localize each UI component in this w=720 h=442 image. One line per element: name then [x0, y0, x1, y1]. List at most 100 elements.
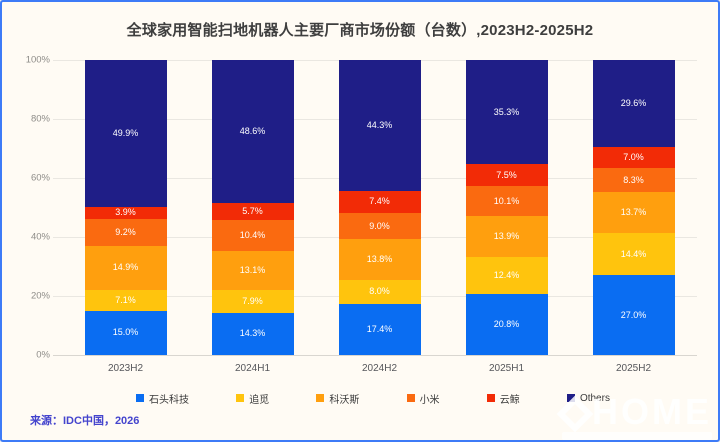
bar-segment-石头科技: 20.8% [465, 293, 548, 355]
bar-segment-石头科技: 17.4% [338, 303, 421, 355]
legend-label: 追觅 [249, 394, 270, 406]
y-tick-label: 20% [30, 290, 50, 302]
bar-segment-小米: 8.3% [592, 168, 675, 193]
stacked-bar: 20.8% 12.4% 13.9% 10.1% 7.5% 35.3% [465, 60, 548, 355]
x-tick-label: 2023H2 [107, 363, 144, 374]
bar-segment-label: 44.3% [366, 120, 393, 131]
bar-segment-label: 13.7% [620, 207, 647, 218]
bar-segment-label: 10.4% [239, 230, 266, 241]
y-tick-label: 40% [30, 231, 50, 243]
bar-segment-label: 7.5% [496, 169, 517, 180]
plot-area: 100% 80% 60% 40% 20% 0% 15.0% 7.1% 14.9% 9.2% 3.9… [26, 55, 697, 374]
legend-label: 科沃斯 [329, 394, 360, 406]
bars: 15.0% 7.1% 14.9% 9.2% 3.9% 49.9% 14.3% 7.9% 13.1… [62, 60, 697, 355]
bar-segment-label: 35.3% [493, 106, 520, 117]
bar-segment-label: 8.0% [369, 286, 390, 297]
bar-segment-云鲸: 7.5% [465, 164, 548, 187]
bar-segment-云鲸: 7.0% [592, 147, 675, 168]
bar-segment-云鲸: 3.9% [84, 207, 167, 219]
legend-item-追觅: 追觅 [236, 391, 269, 406]
bar-segment-label: 13.1% [239, 264, 266, 275]
legend-swatch-icon [486, 394, 495, 402]
bar-segment-label: 14.9% [112, 262, 139, 273]
bar-segment-label: 8.3% [623, 174, 644, 185]
bar-segment-追觅: 14.4% [592, 232, 675, 276]
y-tick-label: 0% [36, 349, 50, 361]
legend-label: Others [579, 392, 610, 404]
bar-column: 14.3% 7.9% 13.1% 10.4% 5.7% 48.6% [189, 60, 316, 355]
bar-segment-label: 15.0% [112, 327, 139, 338]
legend-item-科沃斯: 科沃斯 [316, 391, 359, 406]
watermark-text: HOME [592, 391, 712, 432]
bar-segment-石头科技: 15.0% [84, 310, 167, 355]
x-axis-labels: 2023H2 2024H1 2024H2 2025H1 2025H2 [62, 363, 697, 374]
legend-swatch-icon [136, 394, 144, 402]
bar-segment-云鲸: 5.7% [211, 203, 294, 221]
bar-segment-Others: 48.6% [211, 60, 294, 204]
bar-segment-label: 3.9% [115, 207, 136, 218]
bar-segment-label: 17.4% [366, 323, 393, 334]
stacked-bar: 17.4% 8.0% 13.8% 9.0% 7.4% 44.3% [338, 60, 421, 355]
bar-segment-label: 14.4% [620, 248, 647, 259]
legend-swatch-icon [406, 394, 415, 402]
stacked-bar: 15.0% 7.1% 14.9% 9.2% 3.9% 49.9% [84, 60, 167, 355]
y-tick-label: 60% [30, 172, 50, 184]
legend-item-Others: Others [566, 392, 610, 404]
legend-item-小米: 小米 [406, 391, 440, 406]
bar-segment-石头科技: 27.0% [592, 275, 675, 355]
bar-segment-科沃斯: 13.7% [592, 192, 675, 233]
bar-segment-label: 9.0% [369, 220, 390, 231]
bar-segment-label: 5.7% [242, 206, 263, 217]
bar-segment-追觅: 8.0% [338, 280, 421, 304]
bar-segment-Others: 35.3% [465, 60, 548, 165]
bar-segment-追觅: 12.4% [465, 257, 548, 294]
bar-column: 20.8% 12.4% 13.9% 10.1% 7.5% 35.3% [443, 60, 570, 355]
bar-segment-科沃斯: 13.9% [465, 216, 548, 258]
bar-segment-label: 20.8% [493, 318, 520, 329]
bar-segment-label: 7.4% [369, 196, 390, 207]
bar-segment-Others: 29.6% [592, 60, 675, 148]
legend-item-石头科技: 石头科技 [136, 391, 189, 406]
bar-segment-小米: 10.1% [465, 186, 548, 217]
x-tick-label: 2025H2 [615, 363, 652, 374]
legend-swatch-icon [566, 394, 575, 402]
legend: 石头科技 追觅 科沃斯 小米 云鲸 Others [136, 391, 610, 406]
bar-column: 27.0% 14.4% 13.7% 8.3% 7.0% 29.6% [570, 60, 697, 355]
bar-segment-label: 12.4% [493, 269, 520, 280]
bar-segment-追觅: 7.1% [84, 289, 167, 311]
legend-swatch-icon [316, 394, 325, 402]
bar-segment-云鲸: 7.4% [338, 191, 421, 213]
x-tick-label: 2024H2 [361, 363, 398, 374]
bar-segment-科沃斯: 13.8% [338, 239, 421, 281]
x-tick-label: 2025H1 [488, 363, 525, 374]
legend-label: 石头科技 [149, 394, 189, 406]
bar-segment-追觅: 7.9% [211, 289, 294, 313]
bar-segment-label: 29.6% [620, 98, 647, 109]
y-tick-label: 100% [25, 54, 50, 66]
bar-segment-小米: 9.2% [84, 218, 167, 246]
source-note: 来源：IDC中国，2026 [30, 415, 140, 427]
bar-segment-石头科技: 14.3% [211, 312, 294, 355]
bar-segment-Others: 44.3% [338, 60, 421, 191]
bar-segment-Others: 49.9% [84, 60, 167, 208]
bar-segment-label: 7.9% [242, 295, 263, 306]
bar-segment-小米: 10.4% [211, 220, 294, 251]
stacked-bar: 14.3% 7.9% 13.1% 10.4% 5.7% 48.6% [211, 60, 294, 355]
bar-segment-科沃斯: 13.1% [211, 250, 294, 290]
bar-segment-科沃斯: 14.9% [84, 245, 167, 290]
bar-segment-label: 48.6% [239, 126, 266, 137]
watermark-subline [562, 432, 712, 440]
bar-column: 17.4% 8.0% 13.8% 9.0% 7.4% 44.3% [316, 60, 443, 355]
bar-segment-label: 14.3% [239, 328, 266, 339]
legend-label: 云鲸 [499, 394, 520, 406]
bar-segment-label: 13.8% [366, 254, 393, 265]
bar-column: 15.0% 7.1% 14.9% 9.2% 3.9% 49.9% [62, 60, 189, 355]
bar-segment-label: 9.2% [115, 226, 136, 237]
legend-item-云鲸: 云鲸 [486, 391, 520, 406]
chart-title: 全球家用智能扫地机器人主要厂商市场份额（台数）,2023H2-2025H2 [126, 22, 594, 39]
bar-segment-label: 7.1% [115, 294, 136, 305]
x-tick-label: 2024H1 [234, 363, 271, 374]
stacked-bar: 27.0% 14.4% 13.7% 8.3% 7.0% 29.6% [592, 60, 675, 355]
y-tick-label: 80% [30, 113, 50, 125]
